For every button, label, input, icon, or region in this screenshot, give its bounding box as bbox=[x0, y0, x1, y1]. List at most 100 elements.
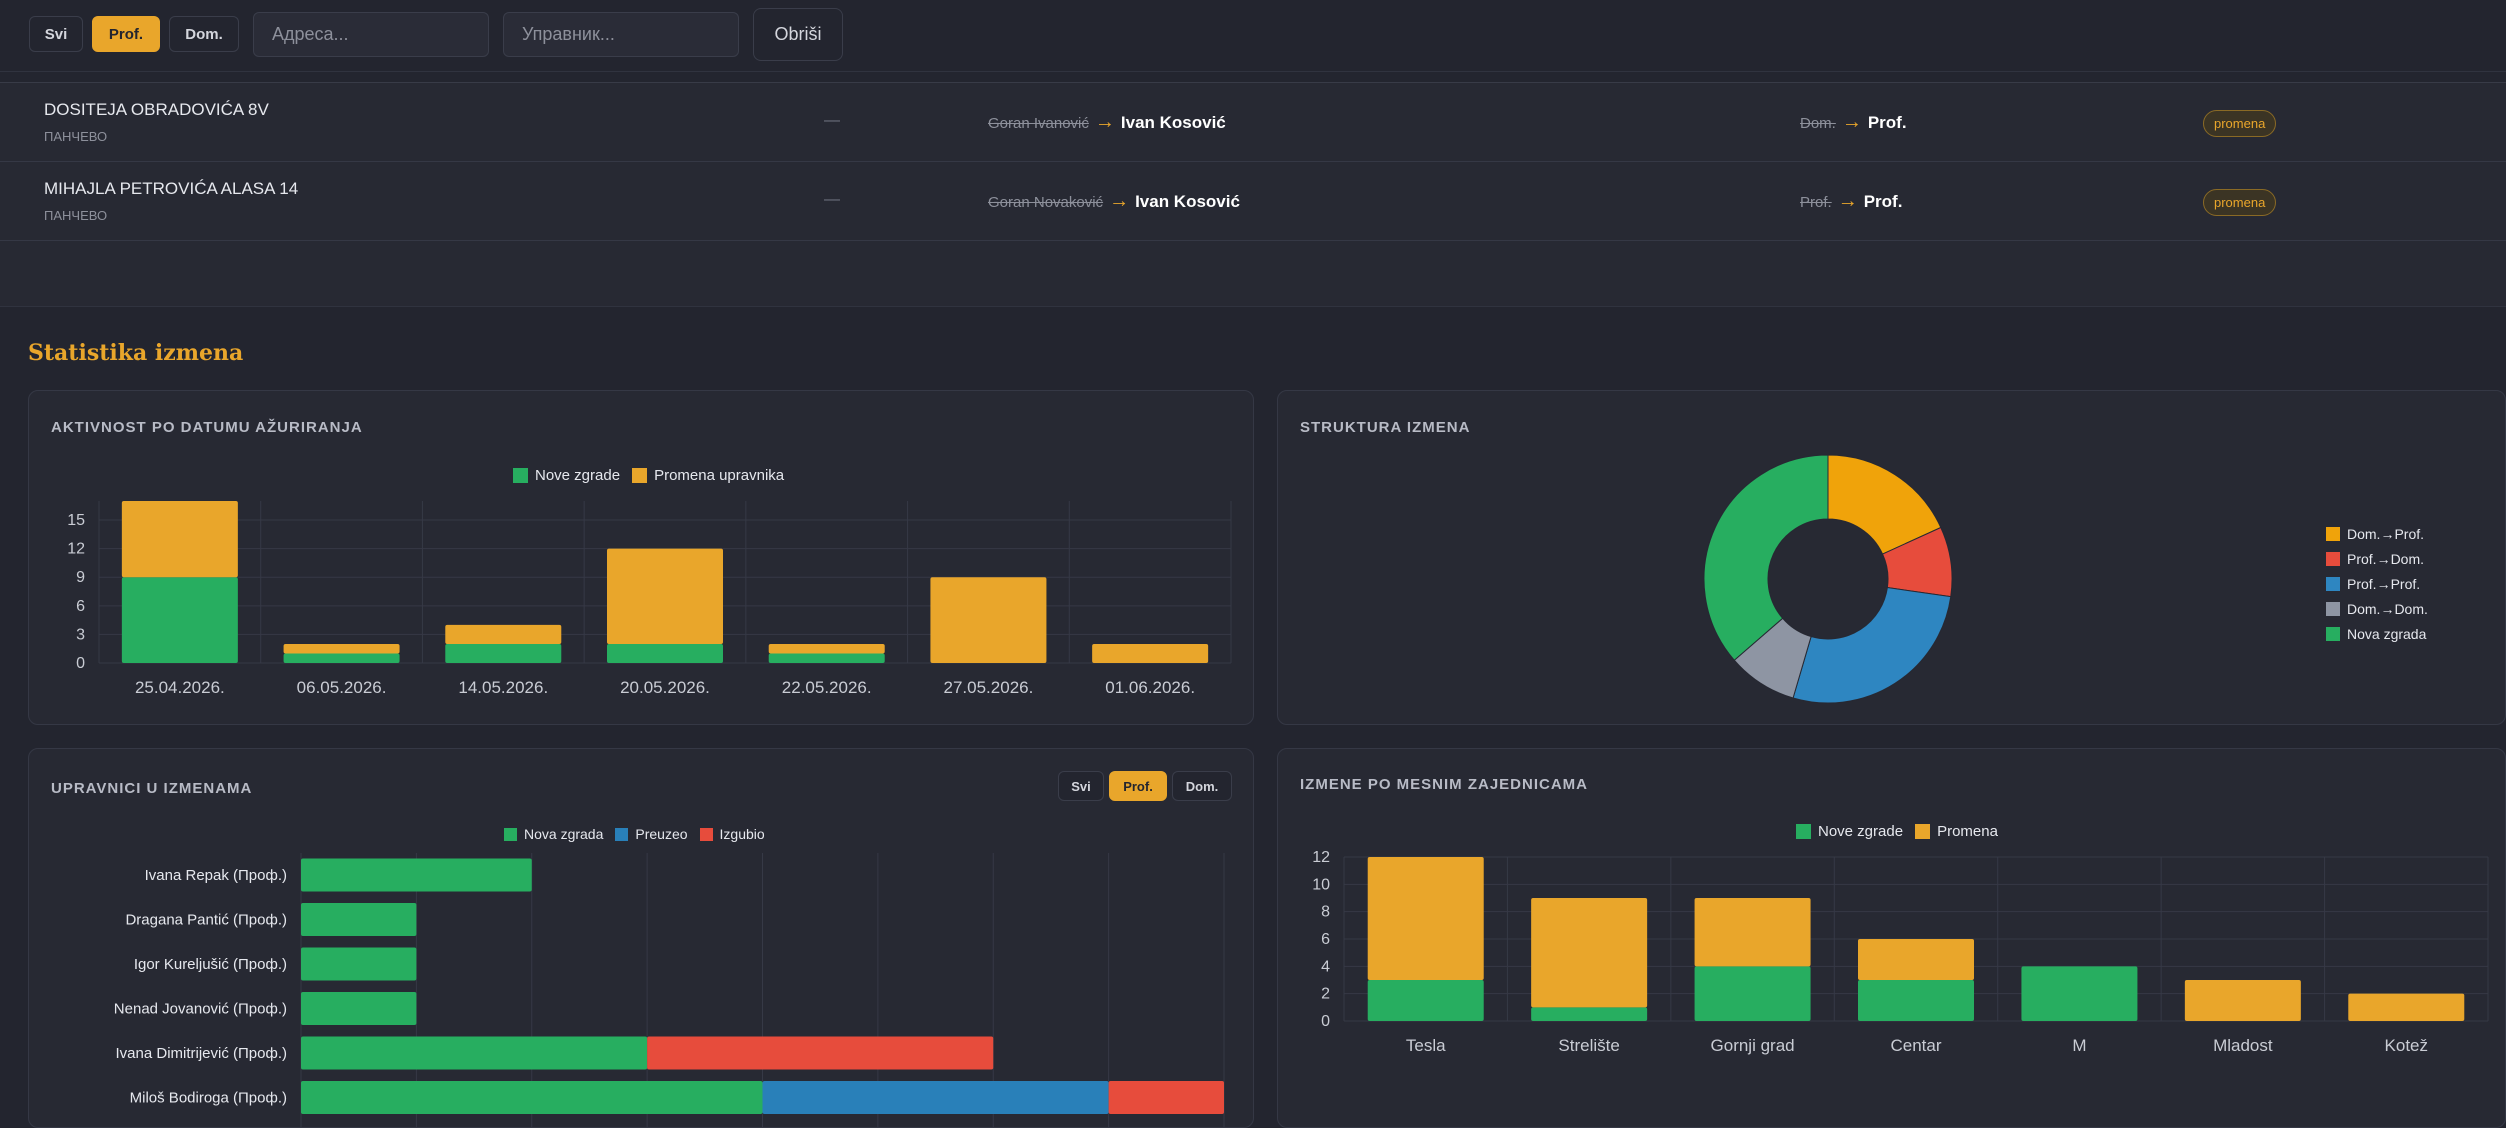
bar-segment bbox=[121, 577, 238, 663]
legend-label: Promena bbox=[1937, 823, 1998, 840]
status-badge: promena bbox=[2203, 189, 2277, 216]
chart-legend: Nove zgrade Promena upravnika bbox=[501, 467, 784, 484]
table-row[interactable]: MIHAJLA PETROVIĆA ALASA 14 ПАНЧЕВО — Gor… bbox=[0, 162, 2506, 241]
y-tick-label: 3 bbox=[76, 626, 85, 643]
bar-segment bbox=[1108, 1081, 1224, 1114]
y-tick-label: Ivana Repak (Проф.) bbox=[145, 867, 287, 884]
filter-dom-button[interactable]: Dom. bbox=[169, 16, 239, 52]
managers-chart-card: UPRAVNICI U IZMENAMA Svi Prof. Dom. Nova… bbox=[28, 748, 1254, 1128]
structure-chart-card: STRUKTURA IZMENA Dom.→Prof. Prof.→Dom. Pro… bbox=[1277, 390, 2506, 725]
y-tick-label: 9 bbox=[76, 569, 85, 586]
bar-segment bbox=[445, 643, 562, 663]
y-tick-label: 10 bbox=[1312, 876, 1330, 893]
bar-segment bbox=[768, 653, 885, 663]
bar-segment bbox=[762, 1081, 1109, 1114]
communities-chart-card: IZMENE PO MESNIM ZAJEDNICAMA Nove zgrade… bbox=[1277, 748, 2506, 1128]
new-type: Prof. bbox=[1867, 113, 1907, 132]
legend-label: Nova zgrada bbox=[524, 826, 604, 842]
x-tick-label: Centar bbox=[1890, 1036, 1941, 1055]
filter-all-button[interactable]: Svi bbox=[29, 16, 83, 52]
clear-filters-button[interactable]: Obriši bbox=[753, 8, 843, 61]
y-tick-label: Ivana Dimitrijević (Проф.) bbox=[116, 1045, 288, 1062]
managers-bar-chart: Ivana Repak (Проф.) Dragana Pantić (Проф.… bbox=[114, 853, 1225, 1127]
legend-item: Dom.→Dom. bbox=[2326, 601, 2428, 617]
legend-swatch bbox=[2326, 602, 2340, 616]
bar-segment bbox=[445, 624, 562, 644]
bar-segment bbox=[2184, 980, 2301, 1021]
old-manager: Goran Ivanović bbox=[988, 115, 1089, 132]
legend-label: Nove zgrade bbox=[535, 467, 621, 484]
legend-label: Nove zgrade bbox=[1818, 823, 1904, 840]
bar-segment bbox=[930, 577, 1047, 663]
legend-item: Dom.→Prof. bbox=[2326, 526, 2424, 542]
y-tick-label: 8 bbox=[1321, 904, 1330, 921]
row-manager-change: Goran Novaković → Ivan Kosović bbox=[988, 190, 1240, 213]
old-type: Prof. bbox=[1800, 194, 1832, 211]
arrow-icon: → bbox=[1837, 190, 1858, 212]
row-address: MIHAJLA PETROVIĆA ALASA 14 bbox=[44, 179, 299, 198]
x-tick-label: 25.04.2026. bbox=[135, 678, 225, 697]
address-search-input[interactable]: Адреса... bbox=[253, 12, 489, 57]
x-tick-label: 22.05.2026. bbox=[782, 678, 872, 697]
legend-label: Dom.→Prof. bbox=[2347, 526, 2425, 542]
managers-filter-all-button[interactable]: Svi bbox=[1058, 771, 1104, 801]
card-title: UPRAVNICI U IZMENAMA bbox=[51, 780, 253, 797]
legend-item: Nova zgrada bbox=[2326, 626, 2426, 642]
new-manager: Ivan Kosović bbox=[1135, 192, 1240, 211]
row-city: ПАНЧЕВО bbox=[44, 208, 108, 223]
card-title: IZMENE PO MESNIM ZAJEDNICAMA bbox=[1300, 776, 1589, 793]
manager-search-input[interactable]: Управник... bbox=[503, 12, 739, 57]
structure-donut-chart bbox=[1703, 454, 1953, 704]
bar-segment bbox=[1694, 966, 1811, 1021]
y-tick-label: Dragana Pantić (Проф.) bbox=[125, 912, 287, 929]
activity-chart-card: AKTIVNOST PO DATUMU AŽURIRANJA Nove zgra… bbox=[28, 390, 1254, 725]
chart-legend: Nova zgrada Preuzeo Izgubio bbox=[504, 826, 765, 842]
bar-segment bbox=[283, 653, 400, 663]
x-tick-label: Tesla bbox=[1406, 1036, 1446, 1055]
legend-swatch bbox=[1796, 824, 1811, 839]
y-tick-label: 0 bbox=[1321, 1013, 1330, 1030]
new-manager: Ivan Kosović bbox=[1120, 113, 1226, 132]
legend-label: Izgubio bbox=[719, 826, 765, 842]
arrow-icon: → bbox=[1094, 111, 1115, 133]
bar-segment bbox=[1367, 980, 1484, 1021]
bar-segment bbox=[607, 548, 723, 644]
card-title: STRUKTURA IZMENA bbox=[1300, 419, 1471, 436]
table-row[interactable]: DOSITEJA OBRADOVIĆA 8V ПАНЧЕВО — Goran I… bbox=[0, 83, 2506, 162]
bar-segment bbox=[121, 501, 238, 578]
y-tick-label: Nenad Jovanović (Проф.) bbox=[114, 1001, 287, 1018]
bar-segment bbox=[1858, 939, 1974, 980]
communities-bar-chart: 0 2 4 6 8 10 12 Tesla Strelište Gornji grad Centar… bbox=[1312, 849, 2489, 1055]
card-title: AKTIVNOST PO DATUMU AŽURIRANJA bbox=[51, 419, 363, 436]
changes-table: DOSITEJA OBRADOVIĆA 8V ПАНЧЕВО — Goran I… bbox=[0, 82, 2506, 307]
old-manager: Goran Novaković bbox=[988, 194, 1104, 211]
x-tick-label: 01.06.2026. bbox=[1105, 678, 1195, 697]
managers-filter-dom-button[interactable]: Dom. bbox=[1172, 771, 1232, 801]
bar-segment bbox=[768, 643, 885, 654]
filter-prof-button[interactable]: Prof. bbox=[92, 16, 160, 52]
legend-swatch bbox=[2326, 577, 2340, 591]
arrow-icon: → bbox=[1841, 111, 1862, 133]
legend-item: Prof.→Prof. bbox=[2326, 576, 2420, 592]
bar-segment bbox=[301, 1036, 648, 1070]
donut-slice bbox=[1792, 586, 1952, 704]
legend-swatch bbox=[513, 468, 528, 483]
bar-segment bbox=[301, 1081, 763, 1114]
bar-segment bbox=[1367, 857, 1484, 980]
managers-filter-prof-button[interactable]: Prof. bbox=[1109, 771, 1167, 801]
x-tick-label: Strelište bbox=[1558, 1036, 1619, 1055]
legend-swatch bbox=[2326, 627, 2340, 641]
x-tick-label: Gornji grad bbox=[1711, 1036, 1795, 1055]
bar-segment bbox=[647, 1036, 994, 1070]
bar-segment bbox=[2348, 993, 2465, 1021]
activity-bar-chart: 0 3 6 9 12 15 25.04.2026. 06.05.2026. 14.05.2026… bbox=[67, 501, 1232, 697]
row-manager-change: Goran Ivanović → Ivan Kosović bbox=[988, 111, 1226, 134]
row-city: ПАНЧЕВО bbox=[44, 129, 108, 144]
legend-label: Nova zgrada bbox=[2347, 626, 2427, 642]
x-tick-label: M bbox=[2072, 1036, 2086, 1055]
bar-segment bbox=[301, 947, 417, 981]
x-tick-label: Mladost bbox=[2213, 1036, 2273, 1055]
bar-segment bbox=[1858, 980, 1974, 1021]
donut-slice bbox=[1703, 454, 1829, 661]
row-empty-value: — bbox=[824, 191, 840, 208]
